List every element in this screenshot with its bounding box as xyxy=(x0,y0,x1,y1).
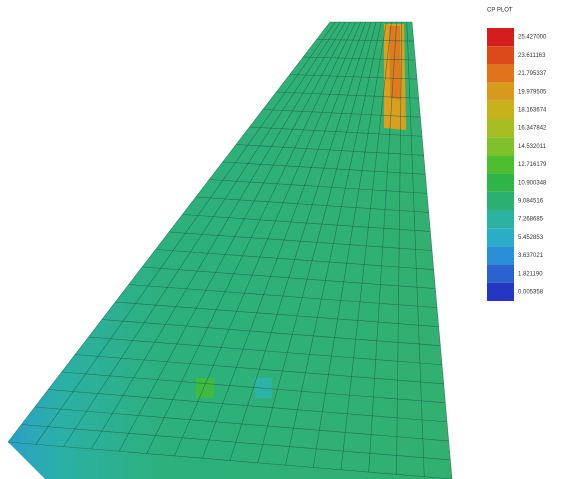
legend-swatch xyxy=(487,155,514,173)
contour-plot: CP PLOT 25.427000 23.611163 21.795337 19.97… xyxy=(0,0,584,479)
legend-swatch xyxy=(487,192,514,210)
legend-label: 1.821190 xyxy=(518,271,543,277)
legend-label: 3.637021 xyxy=(518,253,544,259)
legend-label: 0.005358 xyxy=(518,289,544,295)
legend: 25.427000 23.611163 21.795337 19.979505 18.1… xyxy=(487,28,547,301)
legend-swatch xyxy=(487,228,514,246)
legend-label: 18.163674 xyxy=(518,107,547,113)
legend-swatch xyxy=(487,246,514,264)
legend-label: 9.084516 xyxy=(518,198,544,204)
legend-label: 16.347842 xyxy=(518,126,547,132)
legend-swatch xyxy=(487,101,514,119)
legend-swatch xyxy=(487,137,514,155)
legend-label: 7.268685 xyxy=(518,217,544,223)
legend-swatch xyxy=(487,46,514,64)
legend-label: 14.532011 xyxy=(518,144,547,150)
patch xyxy=(196,378,214,398)
legend-label: 10.900348 xyxy=(518,180,547,186)
legend-swatch xyxy=(487,283,514,301)
legend-swatch xyxy=(487,210,514,228)
legend-label: 19.979505 xyxy=(518,89,547,95)
legend-swatch xyxy=(487,174,514,192)
page: CP PLOT 25.427000 23.611163 21.795337 19.97… xyxy=(0,0,584,479)
pressure-core xyxy=(389,26,401,100)
legend-swatch xyxy=(487,28,514,46)
legend-swatch xyxy=(487,83,514,101)
legend-title: CP PLOT xyxy=(487,8,513,14)
legend-label: 25.427000 xyxy=(518,35,547,41)
legend-swatch xyxy=(487,64,514,82)
legend-label: 5.452853 xyxy=(518,235,544,241)
legend-swatch xyxy=(487,119,514,137)
legend-label: 23.611163 xyxy=(518,53,546,59)
legend-swatch xyxy=(487,265,514,283)
legend-label: 21.795337 xyxy=(518,71,547,77)
legend-label: 12.716179 xyxy=(518,162,547,168)
